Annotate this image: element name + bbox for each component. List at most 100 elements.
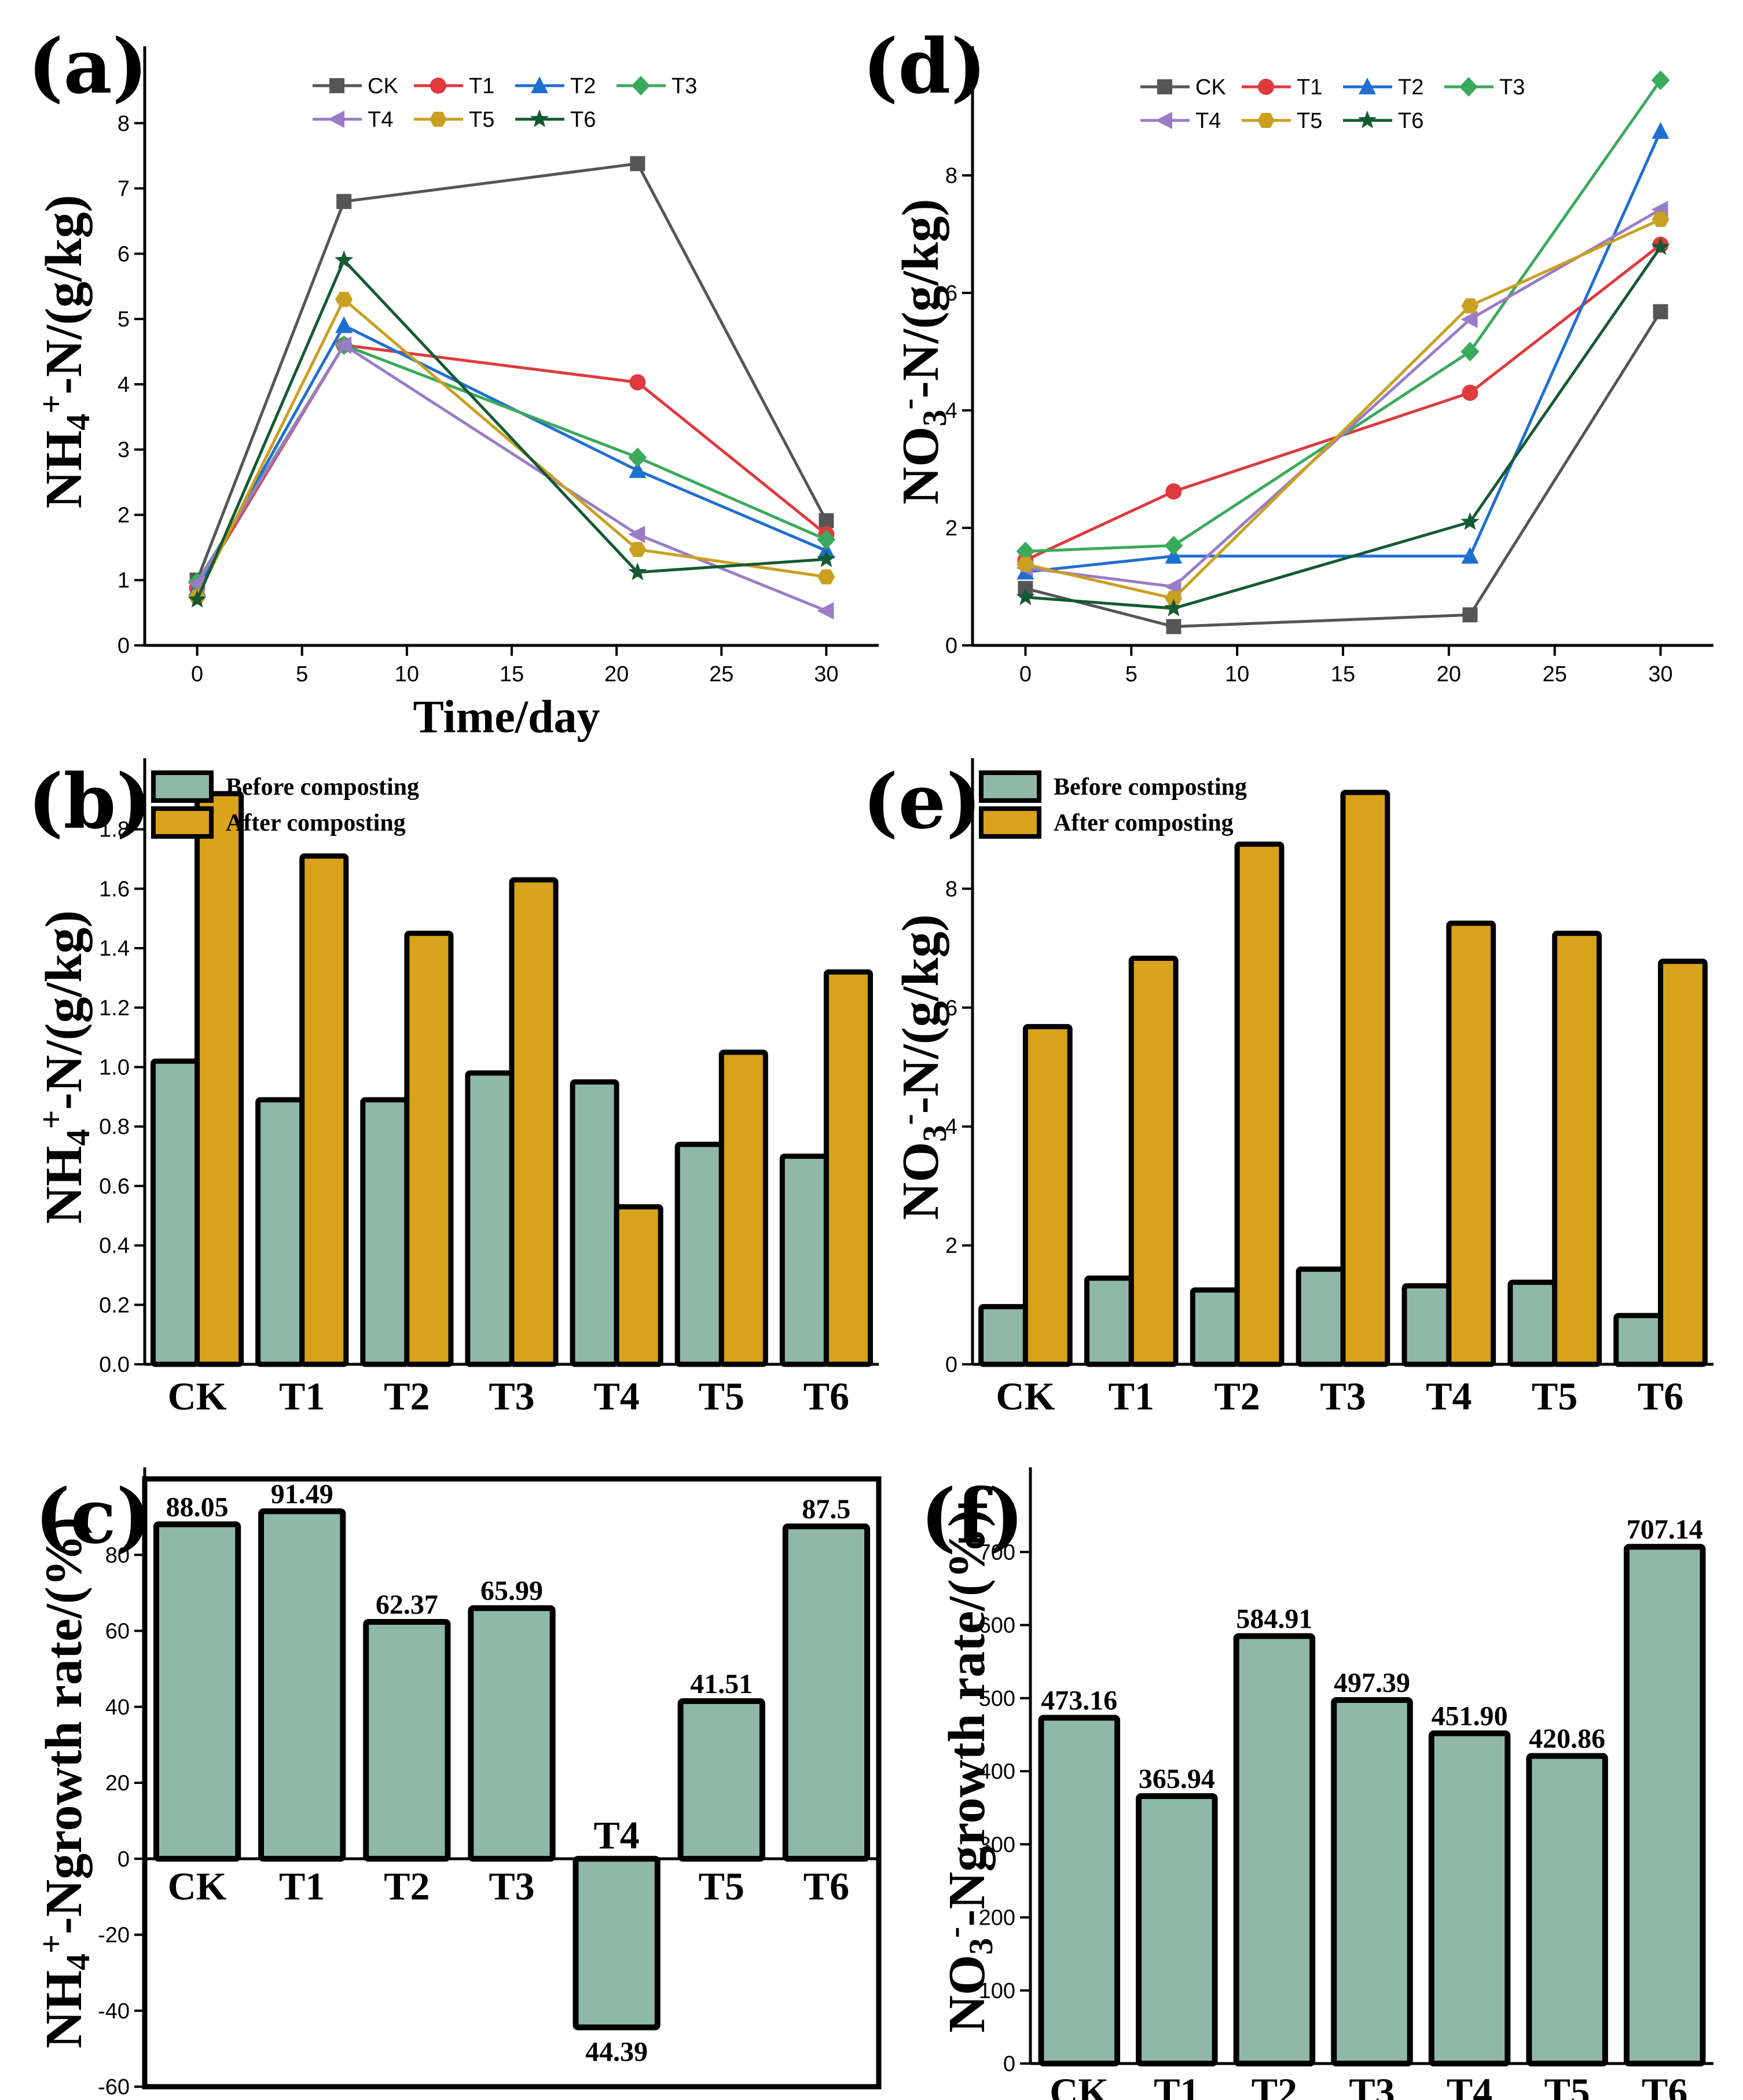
- category-label-T3: T3: [1320, 1374, 1366, 1418]
- data-point-T4: [1461, 310, 1478, 328]
- bar-after-T1: [299, 853, 349, 1367]
- data-label-T5: 420.86: [1529, 1724, 1605, 1754]
- y-tick-label: 300: [979, 1833, 1015, 1857]
- y-tick-label: 7: [118, 177, 130, 201]
- data-point-CK: [1462, 607, 1478, 623]
- panel-e-legend: Before composting After composting: [979, 770, 1247, 839]
- y-tick-label: 1.4: [99, 937, 130, 961]
- category-label-CK: CK: [168, 1864, 227, 1908]
- y-tick-label: 6: [945, 281, 957, 306]
- series-T1: [189, 337, 835, 596]
- data-point-T5: [1017, 556, 1034, 572]
- category-label-T4: T4: [1447, 2070, 1492, 2100]
- legend-label-T6: T6: [1398, 109, 1423, 133]
- bar-CK: [153, 1521, 241, 1862]
- y-tick-label: 6: [945, 996, 957, 1020]
- legend-label-T4: T4: [1195, 109, 1221, 133]
- data-point-T3: [1164, 535, 1183, 556]
- y-tick-label: -20: [98, 1923, 130, 1948]
- series-T4: [188, 336, 834, 620]
- series-CK: [189, 156, 834, 588]
- y-tick-label: 8: [945, 877, 957, 901]
- data-label-T4: 44.39: [585, 2037, 648, 2068]
- y-tick-label: 0: [118, 1847, 130, 1871]
- legend-label-T3: T3: [1499, 75, 1525, 100]
- bar-T2: [1233, 1633, 1316, 2066]
- bar-before-T3: [465, 1070, 515, 1367]
- x-tick-label: 10: [1225, 662, 1249, 686]
- x-tick-label: 30: [1648, 662, 1672, 686]
- series-line-T4: [1025, 208, 1661, 589]
- legend-label-T5: T5: [1297, 109, 1322, 133]
- y-tick-label: 80: [105, 1543, 130, 1567]
- data-point-T6: [1164, 599, 1183, 616]
- series-line-T5: [196, 297, 827, 598]
- panel-label-c: (c): [35, 1472, 152, 1561]
- bar-before-T4: [1401, 1283, 1452, 1367]
- legend-marker-T5: [1257, 113, 1275, 128]
- y-tick-label: 3: [118, 438, 130, 462]
- legend-label-before: Before composting: [226, 774, 419, 801]
- y-tick-label: 100: [979, 1979, 1015, 2003]
- bar-before-T5: [1507, 1279, 1558, 1367]
- y-tick-label: 8: [945, 164, 957, 188]
- data-point-T4: [628, 526, 645, 544]
- legend-swatch-after: [151, 806, 214, 839]
- legend-label-T2: T2: [1398, 75, 1423, 100]
- legend-swatch-before: [979, 770, 1041, 803]
- x-tick-label: 5: [296, 662, 308, 686]
- data-point-T5: [1165, 590, 1183, 606]
- series-line-T1: [1025, 243, 1662, 562]
- data-point-T6: [188, 590, 207, 608]
- bar-T4: [1428, 1730, 1511, 2067]
- bar-after-T2: [404, 930, 454, 1367]
- y-tick-label: 0.0: [99, 1353, 130, 1377]
- legend-marker-T2: [531, 76, 548, 93]
- category-label-CK: CK: [1050, 2070, 1109, 2100]
- legend-marker-T3: [1459, 77, 1478, 97]
- legend-marker-T5: [430, 112, 447, 127]
- bar-after-T4: [1446, 920, 1496, 1367]
- category-label-T5: T5: [699, 1374, 744, 1418]
- x-tick-label: 0: [1019, 662, 1032, 686]
- data-point-T2: [335, 316, 353, 333]
- legend-label-T4: T4: [368, 108, 393, 132]
- category-label-T6: T6: [1642, 2070, 1687, 2100]
- panel-e-y-axis-title: NO3--N/(g/kg): [889, 914, 953, 1220]
- data-label-T3: 65.99: [480, 1576, 543, 1606]
- category-label-T1: T1: [279, 1374, 325, 1418]
- category-label-T1: T1: [1154, 2070, 1199, 2100]
- y-tick-label: 1.2: [99, 996, 130, 1020]
- bar-T5: [677, 1698, 765, 1862]
- y-tick-label: -40: [98, 1999, 130, 2024]
- data-point-T3: [1651, 70, 1670, 90]
- data-point-CK: [1166, 619, 1181, 634]
- legend-marker-T1: [430, 78, 446, 94]
- panel-d-legend: CK T1 T2 T3 T4 T5 T6: [1140, 75, 1525, 133]
- panel-c-y-axis-title: NH4+-Ngrowth rate/(%): [32, 1517, 97, 2048]
- legend-marker-CK: [1157, 79, 1172, 94]
- data-label-T6: 87.5: [802, 1494, 850, 1525]
- y-tick-label: 0: [1003, 2052, 1015, 2076]
- bar-after-CK: [1022, 1024, 1073, 1367]
- y-tick-label: 5: [118, 307, 130, 332]
- data-label-CK: 88.05: [166, 1492, 229, 1522]
- y-tick-label: 0.8: [99, 1115, 130, 1139]
- legend-label-T1: T1: [1297, 75, 1322, 100]
- bar-before-T6: [1613, 1313, 1664, 1367]
- series-T3: [1016, 70, 1670, 561]
- legend-label-CK: CK: [1195, 75, 1226, 100]
- bar-after-T6: [1658, 959, 1708, 1367]
- data-label-T4: 451.90: [1432, 1701, 1508, 1731]
- y-tick-label: 600: [979, 1614, 1015, 1638]
- x-tick-label: 15: [1331, 662, 1355, 686]
- legend-label-T5: T5: [469, 108, 494, 132]
- bar-after-T1: [1128, 956, 1179, 1367]
- y-tick-label: 4: [945, 399, 957, 423]
- bar-before-T1: [1084, 1275, 1134, 1367]
- bar-CK: [1038, 1714, 1121, 2066]
- y-tick-label: 4: [945, 1115, 957, 1139]
- data-point-T6: [1651, 237, 1670, 255]
- legend-label-T6: T6: [570, 108, 596, 132]
- y-tick-label: 1: [118, 568, 130, 593]
